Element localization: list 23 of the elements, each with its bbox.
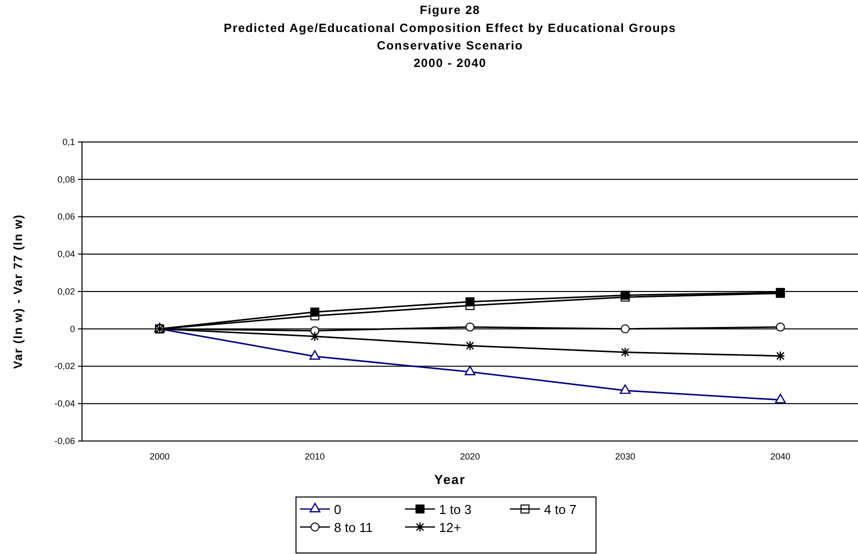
legend-label: 8 to 11 bbox=[334, 520, 373, 535]
chart-title: Figure 28 bbox=[420, 3, 480, 17]
x-tick-label: 2010 bbox=[304, 451, 325, 462]
legend-label: 12+ bbox=[439, 520, 462, 535]
x-tick-label: 2030 bbox=[615, 451, 636, 462]
y-tick-label: -0,06 bbox=[54, 436, 75, 446]
x-tick-label: 2020 bbox=[460, 451, 480, 462]
y-tick-label: 0,1 bbox=[62, 136, 75, 147]
y-tick-label: 0,08 bbox=[57, 174, 75, 184]
y-tick-label: -0,04 bbox=[54, 398, 75, 409]
chart-subtitle: Predicted Age/Educational Composition Effect by Educational Groups Conservative Scenario 2000 - 2040 bbox=[224, 21, 676, 70]
legend-label: 0 bbox=[334, 502, 342, 517]
y-tick-label: -0,02 bbox=[54, 361, 75, 372]
y-tick-label: 0,02 bbox=[57, 286, 75, 296]
x-tick-label: 2040 bbox=[770, 451, 790, 462]
x-axis-title: Year bbox=[434, 472, 466, 487]
y-axis-title: Var (ln w) - Var 77 (ln w) bbox=[11, 214, 25, 369]
y-tick-label: 0,04 bbox=[57, 249, 75, 260]
x-tick-label: 2000 bbox=[150, 451, 170, 462]
y-tick-label: 0,06 bbox=[57, 212, 75, 222]
legend-label: 1 to 3 bbox=[439, 502, 472, 517]
y-tick-label: 0 bbox=[70, 324, 75, 334]
legend-label: 4 to 7 bbox=[544, 502, 577, 517]
